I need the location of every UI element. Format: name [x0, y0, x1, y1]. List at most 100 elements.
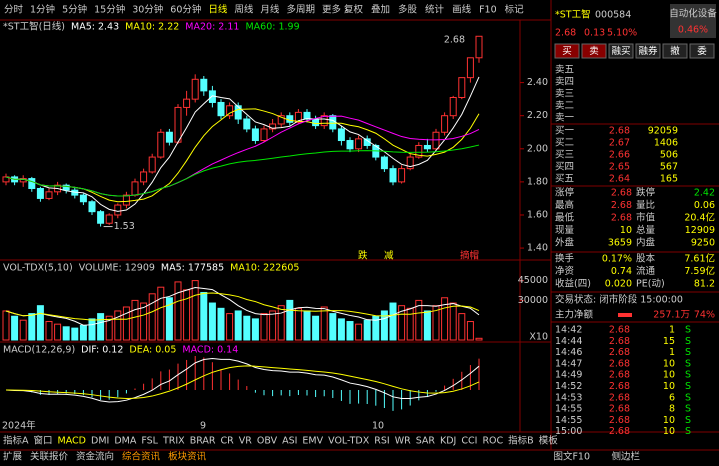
bottom-tab[interactable]: 板块资讯 — [168, 451, 207, 463]
trade-button-label[interactable]: 买 — [562, 46, 572, 57]
indicator-tab[interactable]: 指标A — [3, 435, 29, 447]
y-tick-label: 1.60 — [527, 209, 548, 220]
period-tab[interactable]: 60分钟 — [170, 4, 201, 16]
candle-body — [200, 78, 208, 92]
indicator-tab[interactable]: 模板 — [539, 435, 559, 447]
bottom-tab[interactable]: 关联报价 — [30, 451, 69, 463]
trade-button-label[interactable]: 融券 — [638, 45, 658, 57]
indicator-tab[interactable]: CR — [221, 436, 235, 447]
trade-button[interactable] — [581, 43, 607, 59]
stat-value: 2.42 — [694, 188, 715, 199]
volume-bar — [380, 310, 388, 341]
indicator-tab[interactable]: EMV — [302, 436, 323, 447]
trade-button[interactable] — [689, 43, 715, 59]
period-tab[interactable]: 日线 — [208, 4, 228, 16]
indicator-tab[interactable]: VR — [239, 436, 252, 447]
period-tab[interactable]: 更多 › — [322, 4, 348, 16]
period-tab[interactable]: 30分钟 — [132, 4, 163, 16]
volume-bar — [320, 306, 328, 341]
tool-button[interactable]: 标记 — [505, 4, 525, 16]
trade-price: 2.68 — [609, 404, 630, 415]
signal-label: 摘帽 — [460, 250, 479, 262]
y-tick-label: 2.00 — [527, 143, 548, 154]
tool-button[interactable]: F10 — [479, 5, 497, 16]
indicator-tab[interactable]: WR — [395, 436, 411, 447]
tool-button[interactable]: 多股 — [398, 4, 418, 16]
period-tab[interactable]: 5分钟 — [62, 4, 87, 16]
tool-button[interactable]: 复权 — [344, 4, 364, 16]
volume-bar — [200, 291, 208, 341]
period-tab[interactable]: 15分钟 — [94, 4, 125, 16]
candle-body — [423, 144, 431, 150]
indicator-tab[interactable]: DMI — [91, 436, 109, 447]
indicator-tab[interactable]: SAR — [416, 436, 436, 447]
candle-body — [183, 98, 191, 108]
indicator-tab[interactable]: RSI — [374, 436, 389, 447]
trade-button-label[interactable]: 撤 — [670, 45, 680, 57]
volume-legend: VOLUME: 12909 — [79, 263, 155, 274]
y-tick-label: 30000 — [518, 295, 548, 306]
stat-value: 7.59亿 — [684, 265, 715, 277]
indicator-tab[interactable]: FSL — [141, 436, 158, 447]
candle-body — [234, 105, 242, 120]
indicator-tab[interactable]: ASI — [282, 436, 297, 447]
bottom-tab[interactable]: 侧边栏 — [611, 451, 640, 463]
stat-label: 外盘 — [555, 237, 575, 249]
bottom-tab[interactable]: 扩展 — [3, 451, 23, 463]
stat-label: 流通 — [636, 265, 656, 277]
bottom-tab[interactable]: 资金流向 — [76, 451, 114, 463]
indicator-tab[interactable]: 窗口 — [34, 435, 53, 447]
trade-button[interactable] — [662, 43, 688, 59]
macd-line — [5, 365, 480, 399]
stat-value: 0.74 — [611, 266, 632, 277]
volume-bar — [11, 315, 19, 341]
candle-body — [140, 171, 148, 183]
stat-value: 7.61亿 — [684, 253, 715, 265]
tool-button[interactable]: 叠加 — [371, 5, 390, 16]
indicator-tab[interactable]: BRAR — [190, 436, 216, 447]
trade-side: S — [685, 426, 691, 437]
candle-body — [114, 204, 122, 216]
trade-button[interactable] — [554, 43, 580, 59]
candle-body — [174, 106, 182, 143]
candle-body — [269, 123, 277, 130]
candle-body — [88, 201, 96, 213]
indicator-tab[interactable]: OBV — [257, 436, 278, 447]
candle-body — [243, 118, 251, 130]
period-tab[interactable]: 1分钟 — [30, 4, 55, 16]
indicator-tab[interactable]: DMA — [114, 436, 137, 447]
indicator-tab[interactable]: ROC — [482, 436, 503, 447]
bottom-tab[interactable]: 综合资讯 — [122, 451, 161, 463]
indicator-tab[interactable]: CCI — [461, 436, 477, 447]
period-tab[interactable]: 分时 — [4, 4, 24, 16]
trade-button[interactable] — [635, 43, 661, 59]
trade-time: 14:55 — [555, 415, 582, 426]
volume-bar — [303, 310, 311, 341]
volume-bar — [105, 315, 113, 341]
indicator-tab[interactable]: VOL-TDX — [328, 436, 370, 447]
candle-body — [28, 178, 36, 190]
panel-title: MACD(12,26,9) — [3, 345, 75, 356]
volume-bar — [157, 286, 165, 341]
trade-button-label[interactable]: 委 — [697, 45, 707, 57]
indicator-tab[interactable]: 指标B — [508, 435, 534, 447]
tool-button[interactable]: 统计 — [425, 4, 445, 16]
indicator-tab[interactable]: KDJ — [440, 436, 456, 447]
trade-button-label[interactable]: 融买 — [611, 46, 630, 57]
trade-button-label[interactable]: 卖 — [589, 46, 599, 57]
trade-button[interactable] — [608, 43, 634, 59]
volume-bar — [88, 318, 96, 341]
tool-button[interactable]: 画线 — [452, 4, 472, 16]
sector-badge — [670, 4, 716, 38]
stat-label: 现量 — [555, 225, 575, 236]
trade-volume: 15 — [663, 336, 675, 347]
indicator-tab[interactable]: TRIX — [162, 436, 185, 447]
bottom-tab[interactable]: 图文F10 — [553, 451, 590, 463]
period-tab[interactable]: 月线 — [260, 4, 280, 16]
period-tab[interactable]: 周线 — [234, 4, 254, 16]
indicator-tab[interactable]: MACD — [58, 436, 86, 447]
period-tab[interactable]: 多周期 — [286, 4, 315, 16]
flow-label: 主力净额 — [555, 309, 594, 321]
volume-bar — [329, 313, 337, 341]
